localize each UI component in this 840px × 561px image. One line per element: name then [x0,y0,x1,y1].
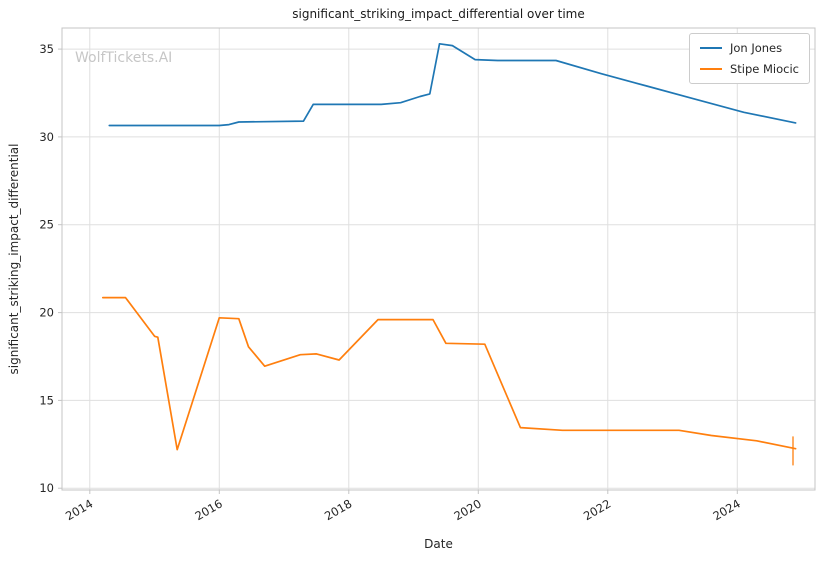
y-tick-label: 25 [39,218,54,232]
chart-title: significant_striking_impact_differential… [292,7,585,21]
x-tick-label: 2020 [451,496,483,523]
x-tick-label: 2024 [710,496,742,523]
watermark: WolfTickets.AI [75,50,173,66]
x-tick-label: 2022 [581,496,613,523]
legend-line-swatch [699,68,722,70]
legend-item-jon-jones: Jon Jones [699,41,799,55]
y-tick-label: 10 [39,481,54,495]
x-axis-label: Date [424,537,453,551]
series-line-jon-jones [108,42,797,127]
y-axis-label: significant_striking_impact_differential [7,143,21,375]
y-tick-label: 15 [39,393,54,407]
legend-label: Stipe Miocic [729,62,799,76]
x-tick-label: 2018 [322,496,354,523]
series-line-stipe-miocic [101,296,797,451]
y-tick-label: 20 [39,306,54,320]
legend-item-stipe-miocic: Stipe Miocic [699,62,799,76]
y-tick-label: 30 [39,130,54,144]
x-tick-label: 2016 [192,496,224,523]
x-tick-label: 2014 [63,496,95,523]
y-tick-label: 35 [39,42,54,56]
legend-label: Jon Jones [729,41,783,55]
plot-border [61,27,816,491]
legend-line-swatch [699,47,722,49]
legend: Jon Jones Stipe Miocic [688,33,810,84]
